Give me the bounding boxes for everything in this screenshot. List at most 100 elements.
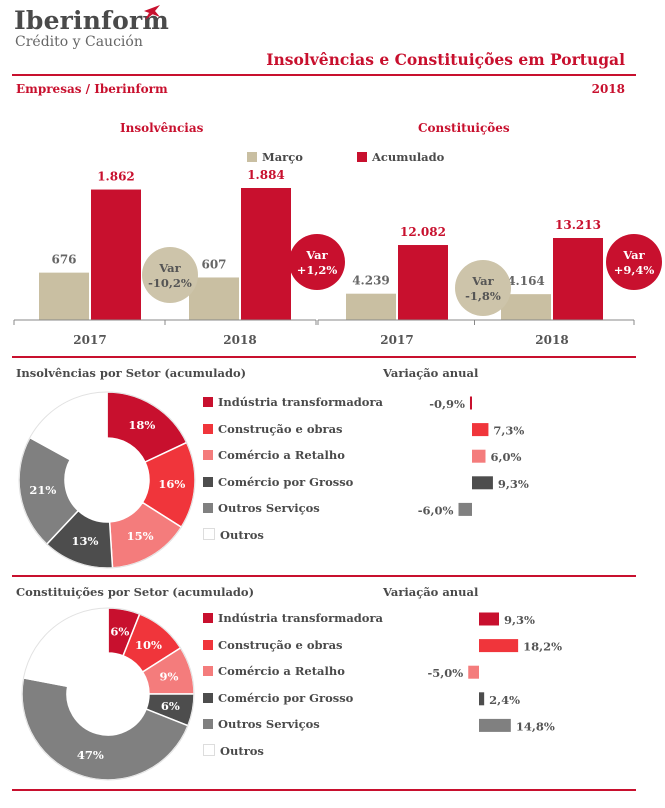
sector-legend-swatch — [203, 423, 213, 434]
sector-legend-label: Comércio a Retalho — [218, 664, 345, 679]
variation-bar-0-3 — [472, 476, 493, 490]
variation-label-1-2: -5,0% — [428, 666, 464, 680]
var-bubble-line1-1-1: Var — [622, 248, 645, 262]
donut-label-1-0: 6% — [110, 625, 129, 639]
sector-legend-item-1-2: Comércio a Retalho — [203, 664, 345, 678]
donut-outline-0 — [18, 391, 196, 569]
legend-swatch-acumulado — [357, 152, 367, 162]
bar-label-0-1-0: 607 — [201, 257, 226, 271]
bar-1-1-1 — [553, 238, 603, 320]
sector-legend-item-1-5: Outros — [203, 744, 264, 758]
donut-label-0-4: 21% — [29, 483, 56, 497]
variation-label-1-3: 2,4% — [489, 693, 520, 707]
bar-0-1-1 — [241, 188, 291, 320]
page-subtitle: Empresas / Iberinform — [16, 82, 168, 96]
var-bubble-1-1 — [606, 234, 662, 290]
sector-legend-swatch — [203, 692, 213, 703]
var-bubble-line1-1-0: Var — [471, 274, 494, 288]
variation-bar-1-2 — [468, 665, 479, 679]
sector-legend-label: Construção e obras — [218, 637, 343, 652]
bar-label-0-0-1: 1.862 — [97, 170, 135, 184]
sector-legend-swatch — [203, 719, 213, 730]
sector-legend-item-1-1: Construção e obras — [203, 638, 343, 652]
bar-1-0-1 — [398, 245, 448, 320]
legend-label-marco: Março — [262, 150, 303, 164]
donut-label-1-4: 47% — [77, 748, 104, 762]
bar-label-1-1-0: 4.164 — [507, 274, 545, 288]
variation-label-0-2: 6,0% — [491, 450, 522, 464]
sector-legend-swatch — [203, 450, 213, 461]
bar-1-1-0 — [501, 294, 551, 320]
sector-legend-label: Comércio a Retalho — [218, 448, 345, 463]
sector-legend-item-0-4: Outros Serviços — [203, 501, 320, 515]
sector-legend-item-1-0: Indústria transformadora — [203, 611, 383, 625]
variation-bar-0-1 — [472, 423, 489, 437]
sector-legend-label: Outros — [220, 528, 264, 542]
chart-title-insolvencias: Insolvências — [120, 121, 204, 135]
donut-label-0-2: 15% — [127, 529, 154, 543]
donut-label-1-2: 9% — [160, 669, 179, 683]
bar-0-0-0 — [39, 272, 89, 320]
sector-legend-swatch — [203, 744, 215, 756]
sector-legend-swatch — [203, 397, 213, 407]
sector-legend-label: Outros Serviços — [218, 501, 320, 516]
legend-swatch-marco — [247, 152, 257, 162]
plane-icon — [144, 5, 160, 20]
sector-legend-swatch — [203, 503, 213, 514]
donut-label-0-0: 18% — [128, 418, 155, 432]
sector-legend-item-1-4: Outros Serviços — [203, 717, 320, 731]
sector-legend-item-0-2: Comércio a Retalho — [203, 448, 345, 462]
variation-label-1-1: 18,2% — [523, 640, 562, 654]
var-bubble-line2-1-0: -1,8% — [465, 289, 501, 303]
page-year: 2018 — [591, 82, 625, 96]
donut-label-1-3: 6% — [161, 699, 180, 713]
sector-legend-item-0-1: Construção e obras — [203, 422, 343, 436]
bar-label-1-0-0: 4.239 — [352, 274, 390, 288]
donut-outline-1 — [21, 607, 195, 781]
variation-bar-0-2 — [472, 449, 486, 463]
bar-0-1-0 — [189, 277, 239, 320]
section-divider-1 — [12, 356, 636, 358]
var-bubble-line2-0-0: -10,2% — [148, 276, 192, 290]
bar-0-0-1 — [91, 189, 141, 320]
sector-legend-item-0-3: Comércio por Grosso — [203, 475, 353, 489]
x-tick-1-0: 2017 — [380, 333, 413, 347]
bar-label-1-1-1: 13.213 — [555, 218, 601, 232]
variation-label-0-1: 7,3% — [493, 424, 524, 438]
sector-legend-label: Construção e obras — [218, 421, 343, 436]
sector-legend-label: Outros — [220, 744, 264, 758]
sector-legend-item-1-3: Comércio por Grosso — [203, 691, 353, 705]
sector-legend-label: Comércio por Grosso — [218, 690, 354, 705]
x-tick-1-1: 2018 — [535, 333, 568, 347]
var-bubble-0-0 — [142, 247, 198, 303]
logo-tagline: Crédito y Caución — [15, 34, 143, 50]
var-bubble-line2-0-1: +1,2% — [297, 263, 338, 277]
variation-label-1-0: 9,3% — [504, 613, 535, 627]
sector-legend-label: Comércio por Grosso — [218, 474, 354, 489]
variation-bar-1-0 — [479, 612, 499, 626]
section-divider-2 — [12, 575, 636, 577]
var-bubble-line1-0-0: Var — [158, 261, 181, 275]
x-tick-0-1: 2018 — [223, 333, 256, 347]
sector-legend-swatch — [203, 476, 213, 487]
var-bubble-0-1 — [289, 234, 345, 290]
page-title: Insolvências e Constituições em Portugal — [266, 50, 625, 69]
legend-label-acumulado: Acumulado — [372, 150, 445, 164]
bar-chart-0: 6761.86220176071.8842018Var-10,2%Var+1,2… — [13, 168, 345, 347]
bar-chart-1: 4.23912.08220174.16413.2132018Var-1,8%Va… — [317, 218, 662, 347]
bar-1-0-0 — [346, 293, 396, 320]
legend-acumulado: Acumulado — [357, 150, 444, 164]
section-title-variacao-1: Variação anual — [383, 366, 479, 380]
sector-legend-swatch — [203, 613, 213, 623]
donut-chart-1: 6% 10% 9% 6% 47% 9,3% 18,2% -5,0% 2,4% 14,8% — [21, 607, 562, 781]
var-bubble-line2-1-1: +9,4% — [614, 263, 655, 277]
x-tick-0-0: 2017 — [73, 333, 106, 347]
variation-label-1-4: 14,8% — [516, 719, 555, 733]
donut-label-0-1: 16% — [158, 477, 185, 491]
chart-title-constituicoes: Constituições — [418, 121, 510, 135]
variation-bar-0-0 — [469, 396, 472, 410]
logo-wordmark: Iberinform — [14, 6, 169, 35]
variation-bar-1-3 — [479, 692, 485, 706]
donut-chart-0: 18% 16% 15% 13% 21% -0,9% 7,3% 6,0% 9,3% -6,0% — [18, 391, 529, 569]
